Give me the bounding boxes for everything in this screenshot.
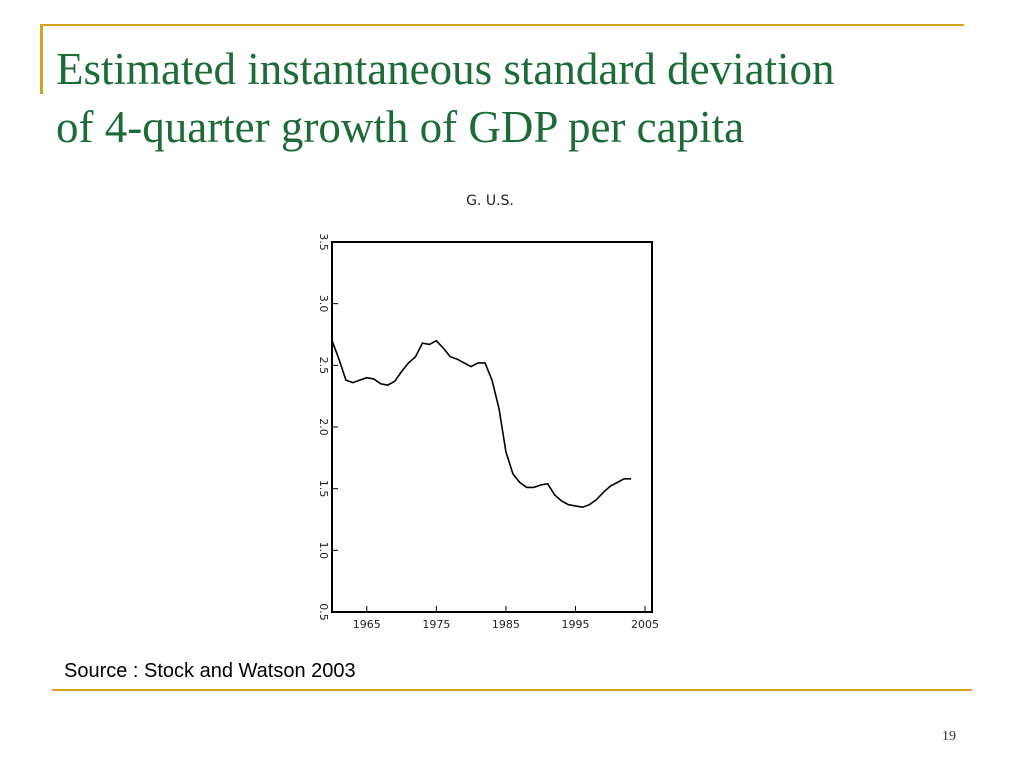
bottom-accent-rule xyxy=(52,689,972,691)
slide-title-line-1: Estimated instantaneous standard deviati… xyxy=(56,44,835,94)
y-tick-label: 3.0 xyxy=(317,295,330,313)
y-tick-label: 1.5 xyxy=(317,480,330,498)
left-accent-rule xyxy=(40,24,43,94)
x-tick-label: 1965 xyxy=(353,618,381,630)
slide-title-line-2: of 4-quarter growth of GDP per capita xyxy=(56,102,745,152)
y-tick-label: 1.0 xyxy=(317,542,330,560)
chart-title: G. U.S. xyxy=(466,193,514,209)
y-tick-label: 0.5 xyxy=(317,603,330,621)
source-citation: Source : Stock and Watson 2003 xyxy=(64,660,356,682)
gdp-volatility-line-chart: G. U.S. 1965 1975 1985 1995 2005 0.5 1.0 1.5 2.… xyxy=(317,193,659,630)
y-tick-label: 2.0 xyxy=(317,418,330,436)
y-tick-label: 3.5 xyxy=(317,233,330,251)
x-tick-label: 1985 xyxy=(492,618,520,630)
y-tick-label: 2.5 xyxy=(317,357,330,375)
x-tick-label: 1995 xyxy=(561,618,589,630)
plot-frame xyxy=(331,241,653,613)
x-tick-label: 2005 xyxy=(631,618,659,630)
x-axis: 1965 1975 1985 1995 2005 xyxy=(353,606,659,630)
y-axis: 0.5 1.0 1.5 2.0 2.5 3.0 3.5 xyxy=(317,233,338,621)
slide-title: Estimated instantaneous standard deviati… xyxy=(56,40,996,156)
top-accent-rule xyxy=(40,24,964,26)
page-number: 19 xyxy=(942,729,956,744)
series-line-us xyxy=(331,339,632,509)
x-tick-label: 1975 xyxy=(422,618,450,630)
